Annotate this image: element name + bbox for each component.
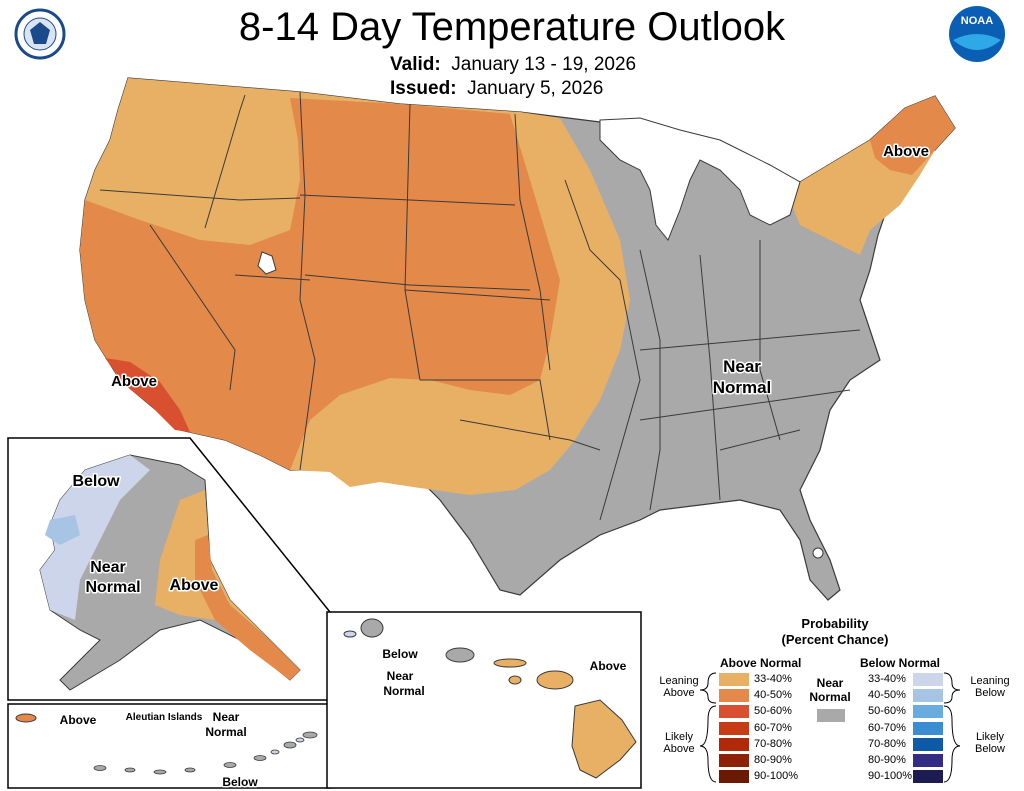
legend-above-swatch xyxy=(719,754,749,767)
legend-title-1: Probability xyxy=(801,616,869,631)
state-borders xyxy=(99,91,861,521)
legend-above-header: Above Normal xyxy=(720,656,802,670)
legend-above-bin-label: 90-100% xyxy=(754,770,799,783)
legend-above-bin-label: 60-70% xyxy=(754,721,792,734)
legend-leaning-below-2: Below xyxy=(975,687,1005,699)
legend-likely-above: Likely Above xyxy=(656,731,702,755)
legend-below-swatch xyxy=(913,689,943,703)
legend-below-bin-label: 40-50% xyxy=(868,689,906,702)
legend-near-label-2: Normal xyxy=(809,690,851,704)
hawaii-niihau xyxy=(343,630,357,638)
hawaii-kauai xyxy=(360,618,384,638)
hawaii-label-below: Below xyxy=(382,647,418,661)
legend-below-bin-label: 70-80% xyxy=(868,737,906,750)
issued-line: Issued: January 5, 2026 xyxy=(390,78,603,100)
conus-label-normal: Normal xyxy=(713,378,772,397)
aleutian-label-below: Below xyxy=(222,775,258,789)
issued-value: January 5, 2026 xyxy=(467,78,604,99)
legend-above-swatch xyxy=(719,721,749,735)
legend-near-normal-label: Near Normal xyxy=(805,676,855,704)
legend-below-bin-label: 60-70% xyxy=(868,721,906,734)
aleutian-islands xyxy=(93,731,318,775)
legend-leaning-above-2: Above xyxy=(663,687,695,699)
alaska-label-normal: Normal xyxy=(85,579,140,596)
legend-above-bin-label: 70-80% xyxy=(754,737,792,750)
legend-leaning-above: Leaning Above xyxy=(656,675,702,699)
noaa-logo-text: NOAA xyxy=(961,15,993,27)
legend-below-bin-label: 50-60% xyxy=(868,705,906,718)
alaska-label-below: Below xyxy=(72,473,120,490)
alaska-label-near: Near xyxy=(90,559,126,576)
conus-label-above-ne: Above xyxy=(883,143,929,160)
alaska-above-region xyxy=(155,490,300,680)
legend-below-bin-label: 33-40% xyxy=(868,673,906,685)
aleutian-title: Aleutian Islands xyxy=(126,712,203,723)
valid-value: January 13 - 19, 2026 xyxy=(451,54,637,75)
aleutian-label-near: Near xyxy=(213,710,240,724)
great-lakes xyxy=(599,117,801,241)
legend-leaning-below-1: Leaning xyxy=(970,675,1010,687)
alaska-below-region xyxy=(40,455,150,620)
hawaii-label-normal: Normal xyxy=(383,684,424,698)
noaa-logo: NOAA xyxy=(949,6,1005,62)
issued-label: Issued: xyxy=(390,78,457,99)
hawaii-label-above: Above xyxy=(590,659,627,673)
aleutian-label-normal: Normal xyxy=(205,725,246,739)
legend-braces xyxy=(699,672,961,783)
valid-line: Valid: January 13 - 19, 2026 xyxy=(390,54,636,76)
alaska-label-above: Above xyxy=(170,577,219,594)
legend-above-swatch xyxy=(719,770,749,784)
conus-label-near: Near xyxy=(723,357,761,376)
legend-above-bin-label: 33-40% xyxy=(754,673,792,685)
legend-near-normal-swatch xyxy=(817,709,845,722)
legend-likely-below-1: Likely xyxy=(975,731,1005,743)
legend-above-bin-label: 50-60% xyxy=(754,705,792,718)
conus-above-maine-mid xyxy=(870,96,955,175)
legend-likely-above-1: Likely xyxy=(664,731,694,743)
legend-near-label-1: Near xyxy=(816,676,844,690)
legend-below-swatch xyxy=(913,721,943,735)
aleutian-above-island xyxy=(15,713,37,723)
page-title: 8-14 Day Temperature Outlook xyxy=(238,5,786,49)
legend-below-swatch xyxy=(913,770,943,784)
legend-below-bin-label: 80-90% xyxy=(868,754,906,766)
legend-below-swatch xyxy=(913,705,943,719)
legend-leaning-above-1: Leaning xyxy=(659,675,699,687)
hawaii-molokai xyxy=(493,658,527,668)
lake-okeechobee xyxy=(812,547,824,559)
legend-above-swatch xyxy=(719,705,749,719)
aleutian-below-islands xyxy=(270,737,305,755)
hawaii-lanai xyxy=(508,675,522,685)
hawaii-big-island xyxy=(571,699,637,779)
alaska-above-mid-region xyxy=(195,535,300,680)
valid-label: Valid: xyxy=(390,54,441,75)
legend-title-2: (Percent Chance) xyxy=(781,632,889,647)
conus-above-strong-socal xyxy=(105,358,190,432)
alaska-below-mid-region xyxy=(45,515,80,545)
conus-above-mid-region xyxy=(80,98,560,470)
aleutian-label-above: Above xyxy=(60,713,97,727)
legend-below-swatch xyxy=(913,737,943,751)
legend-likely-below: Likely Below xyxy=(962,731,1018,755)
commerce-seal-logo xyxy=(14,8,66,60)
conus-label-above-sw: Above xyxy=(111,373,157,390)
legend-above-bin-label: 80-90% xyxy=(754,754,792,766)
legend-below-swatch xyxy=(913,754,943,767)
legend-above-swatch xyxy=(719,737,749,751)
legend-likely-above-2: Above xyxy=(663,743,695,755)
great-salt-lake xyxy=(257,251,277,275)
legend-above-swatch xyxy=(719,689,749,703)
legend-leaning-below: Leaning Below xyxy=(962,675,1018,699)
hawaii-maui xyxy=(536,670,574,690)
legend-likely-below-2: Below xyxy=(975,743,1005,755)
legend-below-swatch xyxy=(913,673,943,686)
hawaii-label-near: Near xyxy=(387,669,414,683)
hawaii-oahu xyxy=(445,647,475,663)
legend-below-header: Below Normal xyxy=(860,656,941,670)
legend-above-swatch xyxy=(719,673,749,686)
legend-below-bin-label: 90-100% xyxy=(868,770,913,783)
legend-above-bin-label: 40-50% xyxy=(754,689,792,702)
